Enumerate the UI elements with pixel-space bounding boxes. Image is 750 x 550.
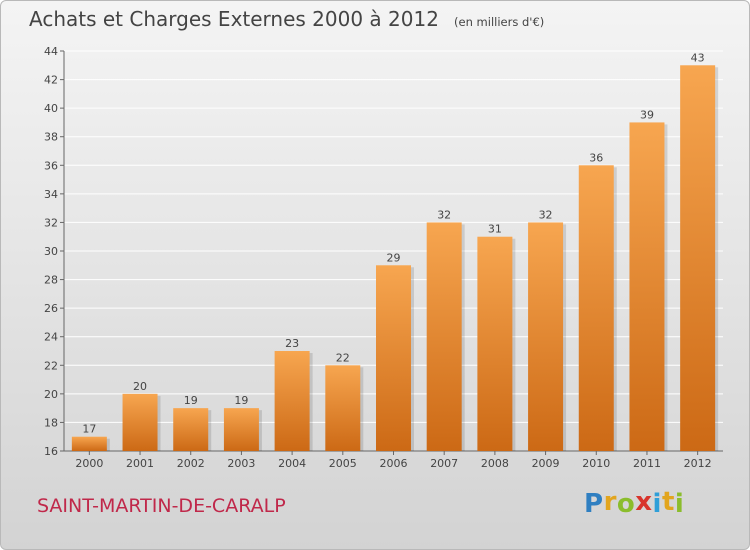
x-tick-label: 2000 — [75, 457, 103, 470]
bar — [528, 222, 564, 451]
chart-title: Achats et Charges Externes 2000 à 2012 (… — [29, 7, 544, 31]
commune-name: SAINT-MARTIN-DE-CARALP — [37, 495, 286, 517]
x-tick-label: 2008 — [481, 457, 509, 470]
logo-letter: t — [661, 487, 675, 517]
bar — [477, 236, 513, 451]
bars — [71, 65, 719, 452]
bar — [223, 408, 259, 451]
x-tick-label: 2004 — [278, 457, 306, 470]
y-tick-label: 26 — [44, 302, 58, 315]
data-label: 32 — [437, 208, 451, 221]
y-tick-label: 44 — [44, 45, 58, 58]
data-label: 39 — [640, 108, 654, 121]
x-tick-label: 2005 — [329, 457, 357, 470]
data-label: 20 — [133, 380, 147, 393]
logo-letter: i — [674, 489, 685, 519]
bar — [680, 65, 716, 452]
data-label: 43 — [691, 51, 705, 64]
bar — [274, 351, 310, 451]
bar — [325, 365, 361, 451]
y-tick-label: 30 — [44, 245, 58, 258]
data-label: 19 — [234, 394, 248, 407]
bar — [578, 165, 614, 452]
y-tick-label: 18 — [44, 416, 58, 429]
data-label: 19 — [184, 394, 198, 407]
x-tick-label: 2001 — [126, 457, 154, 470]
labels: 16 18 20 22 24 26 28 30 32 34 36 38 40 42 44 17 2000 20 20… — [44, 45, 712, 470]
y-tick-label: 32 — [44, 216, 58, 229]
x-tick-label: 2006 — [380, 457, 408, 470]
x-tick-label: 2009 — [532, 457, 560, 470]
logo-letter: i — [652, 489, 662, 519]
bar — [173, 408, 209, 451]
x-tick-label: 2011 — [633, 457, 661, 470]
x-tick-label: 2002 — [177, 457, 205, 470]
x-tick-label: 2010 — [582, 457, 610, 470]
y-tick-label: 38 — [44, 131, 58, 144]
y-tick-label: 20 — [44, 388, 58, 401]
data-label: 17 — [82, 423, 96, 436]
bar — [426, 222, 462, 451]
logo-letter: P — [584, 489, 604, 519]
data-label: 36 — [589, 151, 603, 164]
data-label: 22 — [336, 351, 350, 364]
data-label: 32 — [539, 208, 553, 221]
bar — [71, 436, 107, 451]
y-tick-label: 40 — [44, 102, 58, 115]
x-tick-label: 2007 — [430, 457, 458, 470]
bar — [629, 122, 665, 451]
logo-letter: x — [635, 487, 653, 517]
logo-letter: r — [603, 487, 617, 517]
logo-letter: o — [616, 489, 636, 519]
y-tick-label: 36 — [44, 159, 58, 172]
y-tick-label: 16 — [44, 445, 58, 458]
y-tick-label: 22 — [44, 359, 58, 372]
data-label: 29 — [387, 251, 401, 264]
x-tick-label: 2003 — [227, 457, 255, 470]
bar — [376, 265, 411, 451]
data-label: 31 — [488, 223, 502, 236]
bar — [122, 393, 158, 451]
y-tick-label: 28 — [44, 274, 58, 287]
y-tick-label: 24 — [44, 331, 58, 344]
data-label: 23 — [285, 337, 299, 350]
chart-title-main: Achats et Charges Externes 2000 à 2012 — [29, 7, 439, 31]
x-tick-label: 2012 — [684, 457, 712, 470]
chart-subtitle: (en milliers d'€) — [454, 15, 545, 29]
y-tick-label: 34 — [44, 188, 58, 201]
y-tick-label: 42 — [44, 74, 58, 87]
proxiti-logo: Proxiti — [584, 487, 685, 519]
